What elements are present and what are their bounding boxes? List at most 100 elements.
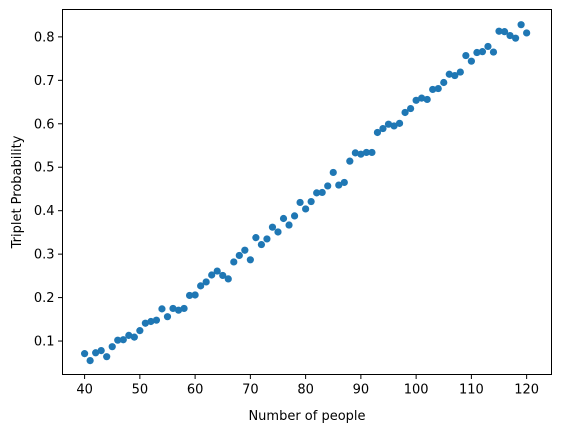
data-point	[290, 212, 299, 220]
data-point	[467, 57, 475, 65]
data-point	[473, 48, 481, 57]
data-point	[329, 168, 337, 177]
y-tick-label: 0.4	[34, 204, 55, 219]
x-tick-label: 60	[187, 383, 204, 398]
data-point	[197, 282, 205, 290]
data-point	[296, 198, 304, 207]
data-point	[401, 108, 409, 117]
data-point	[114, 336, 122, 344]
data-point	[351, 149, 359, 157]
data-point	[202, 278, 210, 286]
data-point	[108, 343, 116, 351]
data-point	[147, 317, 155, 326]
data-point	[241, 246, 249, 254]
data-point	[517, 21, 525, 29]
data-point	[384, 120, 393, 128]
data-point	[119, 336, 127, 344]
data-point	[208, 271, 216, 279]
data-point	[213, 267, 221, 275]
data-point	[445, 70, 453, 78]
data-point	[185, 291, 194, 300]
data-point	[285, 221, 293, 229]
data-points	[81, 21, 531, 365]
x-axis-label: Number of people	[248, 409, 365, 424]
data-point	[318, 188, 326, 197]
data-point	[440, 78, 448, 87]
data-point	[346, 157, 354, 165]
data-point	[307, 197, 315, 206]
data-point	[506, 31, 514, 40]
data-point	[357, 150, 365, 158]
x-tick-label: 40	[76, 383, 93, 398]
data-point	[324, 182, 332, 190]
y-axis: 0.1 0.2 0.3 0.4 0.5 0.6 0.7 0.8	[34, 30, 63, 350]
y-tick-label: 0.6	[34, 117, 55, 132]
data-point	[191, 291, 199, 299]
data-point	[423, 95, 431, 104]
data-point	[407, 104, 415, 113]
data-point	[130, 333, 138, 341]
data-point	[395, 119, 404, 127]
data-point	[500, 28, 509, 36]
x-tick-label: 50	[132, 383, 149, 398]
x-tick-label: 90	[353, 383, 370, 398]
data-point	[252, 234, 260, 242]
x-tick-label: 80	[297, 383, 314, 398]
data-point	[412, 96, 420, 104]
data-point	[456, 68, 464, 76]
data-point	[462, 51, 470, 60]
data-point	[489, 48, 498, 56]
data-point	[97, 347, 105, 355]
data-point	[224, 275, 232, 283]
data-point	[313, 189, 321, 197]
data-point	[274, 228, 282, 236]
data-point	[230, 258, 238, 266]
data-point	[523, 29, 531, 37]
data-point	[484, 42, 492, 51]
data-point	[373, 128, 382, 137]
y-tick-label: 0.1	[34, 335, 55, 350]
y-axis-label: Triplet Probability	[10, 135, 25, 249]
data-point	[268, 223, 277, 231]
data-point	[141, 319, 149, 327]
data-point	[451, 71, 459, 80]
plot-frame	[62, 9, 552, 375]
data-point	[335, 181, 343, 189]
data-point	[434, 84, 442, 93]
y-tick-label: 0.3	[34, 248, 55, 263]
x-tick-label: 100	[404, 383, 429, 398]
data-point	[152, 316, 161, 324]
y-tick-label: 0.5	[34, 161, 55, 176]
data-point	[136, 327, 144, 335]
data-point	[478, 48, 487, 56]
x-axis: 40 50 60 70 80 90 100 110 120	[76, 374, 539, 398]
data-point	[125, 331, 133, 339]
data-point	[429, 85, 437, 94]
x-tick-label: 110	[459, 383, 484, 398]
data-point	[219, 271, 227, 280]
data-point	[158, 305, 166, 313]
data-point	[246, 256, 254, 264]
data-point	[92, 349, 100, 357]
data-point	[418, 94, 426, 102]
y-tick-label: 0.8	[34, 30, 55, 45]
data-point	[86, 357, 94, 365]
data-point	[81, 350, 89, 358]
data-point	[174, 306, 183, 314]
y-tick-label: 0.7	[34, 74, 55, 89]
data-point	[368, 148, 376, 157]
x-tick-label: 70	[242, 383, 259, 398]
data-point	[302, 205, 310, 213]
data-point	[495, 27, 503, 35]
data-point	[511, 34, 520, 42]
data-point	[180, 304, 188, 313]
x-tick-label: 120	[514, 383, 539, 398]
data-point	[103, 353, 111, 361]
data-point	[340, 178, 348, 187]
data-point	[257, 240, 266, 249]
y-tick-label: 0.2	[34, 291, 55, 306]
data-point	[279, 214, 288, 223]
data-point	[379, 124, 387, 133]
data-point	[263, 235, 271, 243]
